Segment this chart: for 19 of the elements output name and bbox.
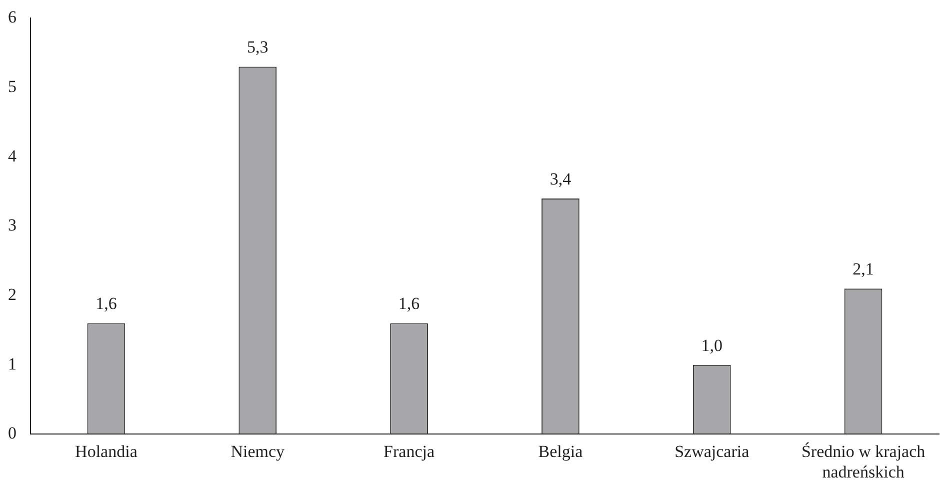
- x-tick-label: Szwajcaria: [674, 442, 750, 461]
- data-label: 5,3: [247, 38, 268, 57]
- x-tick-label: Holandia: [75, 442, 138, 461]
- y-tick-label: 1: [8, 354, 16, 374]
- data-label: 1,6: [96, 294, 117, 314]
- x-tick-label: Niemcy: [230, 442, 286, 461]
- y-tick-label: 2: [8, 285, 16, 304]
- y-tick-label: 0: [8, 424, 16, 443]
- data-label: 1,0: [701, 336, 722, 355]
- data-label: 2,1: [852, 260, 874, 279]
- y-tick-label: 3: [8, 216, 16, 235]
- data-label: 1,6: [398, 294, 420, 314]
- y-tick-label: 6: [8, 8, 16, 27]
- x-tick-label: Średnio w krajach nadreńskich: [801, 442, 926, 482]
- data-label: 3,4: [550, 169, 572, 188]
- x-tick-label: Francja: [384, 442, 435, 461]
- x-tick-label: Belgia: [538, 442, 584, 461]
- y-tick-label: 5: [8, 77, 16, 96]
- y-tick-label: 4: [8, 146, 17, 166]
